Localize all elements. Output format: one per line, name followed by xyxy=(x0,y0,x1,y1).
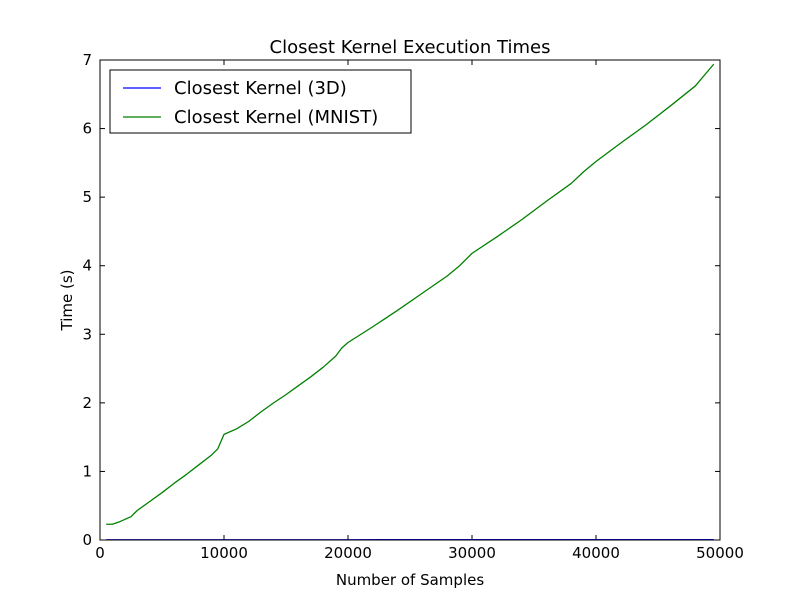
y-tick-label: 2 xyxy=(82,394,92,412)
y-axis-label: Time (s) xyxy=(58,270,76,332)
legend-label-mnist: Closest Kernel (MNIST) xyxy=(174,107,378,128)
x-tick-label: 20000 xyxy=(324,544,372,562)
y-tick-label: 3 xyxy=(82,325,92,343)
series-line-mnist xyxy=(106,63,715,525)
legend-label-3d: Closest Kernel (3D) xyxy=(174,78,347,99)
axis-ticks: 0 10000 20000 30000 40000 50000 0 1 2 3 4 5 6 7 xyxy=(82,51,743,562)
x-tick-label: 50000 xyxy=(696,544,744,562)
plot-lines xyxy=(106,63,715,541)
x-tick-label: 40000 xyxy=(572,544,620,562)
x-tick-label: 10000 xyxy=(200,544,248,562)
y-tick-label: 5 xyxy=(82,188,92,206)
x-tick-label: 30000 xyxy=(448,544,496,562)
chart-title: Closest Kernel Execution Times xyxy=(270,37,551,58)
plot-frame xyxy=(99,59,721,541)
y-tick-label: 7 xyxy=(82,51,92,69)
y-tick-label: 1 xyxy=(82,462,92,480)
x-tick-label: 0 xyxy=(95,544,105,562)
legend: Closest Kernel (3D) Closest Kernel (MNIS… xyxy=(109,69,412,134)
x-axis-label: Number of Samples xyxy=(336,571,484,589)
y-tick-label: 0 xyxy=(82,531,92,549)
y-tick-label: 6 xyxy=(82,120,92,138)
y-tick-label: 4 xyxy=(82,257,92,275)
legend-box xyxy=(109,69,412,134)
